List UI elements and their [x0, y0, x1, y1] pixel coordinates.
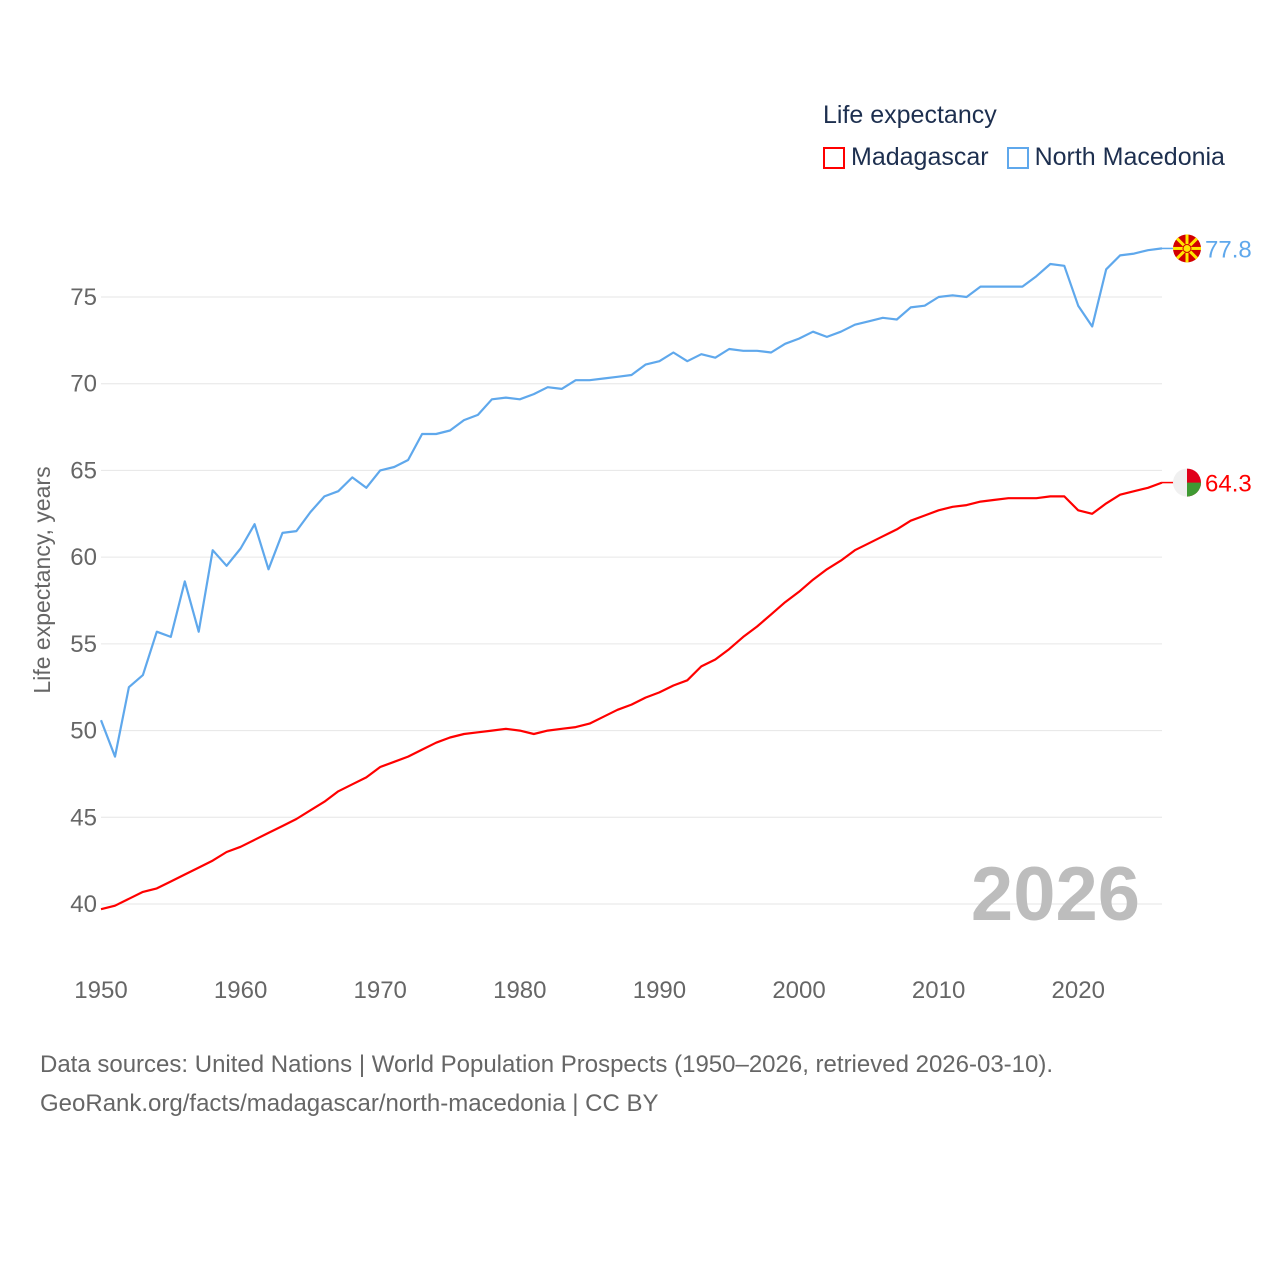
y-tick-label: 40 [70, 891, 97, 918]
x-tick-label: 1960 [214, 977, 267, 1004]
x-tick-label: 1970 [354, 977, 407, 1004]
footer: Data sources: United Nations | World Pop… [40, 1045, 1053, 1123]
y-tick-label: 45 [70, 804, 97, 831]
legend-swatch-north-macedonia [1006, 146, 1029, 169]
y-tick-label: 65 [70, 457, 97, 484]
y-tick-label: 50 [70, 718, 97, 745]
y-tick-label: 60 [70, 544, 97, 571]
legend: Madagascar North Macedonia [823, 143, 1225, 172]
legend-label-north-macedonia[interactable]: North Macedonia [1034, 143, 1225, 171]
x-tick-label: 1950 [74, 977, 127, 1004]
flag-sun [1182, 243, 1192, 253]
x-tick-label: 1990 [633, 977, 686, 1004]
y-tick-label: 55 [70, 631, 97, 658]
legend-title: Life expectancy [823, 101, 997, 129]
y-tick-label: 75 [70, 284, 97, 311]
legend-label-madagascar[interactable]: Madagascar [851, 143, 989, 171]
flag-madagascar-green [1187, 482, 1201, 497]
y-axis-label: Life expectancy, years [29, 466, 55, 693]
series-line-north-macedonia [99, 247, 1163, 758]
series-line-madagascar [100, 481, 1163, 911]
x-tick-label: 1980 [493, 977, 546, 1004]
year-label: 2026 [971, 852, 1140, 937]
attribution-link[interactable]: GeoRank.org/facts/madagascar/north-maced… [40, 1090, 659, 1117]
x-tick-label: 2010 [912, 977, 965, 1004]
data-sources: Data sources: United Nations | World Pop… [40, 1051, 1054, 1078]
x-tick-label: 2020 [1052, 977, 1105, 1004]
flag-madagascar-white [1173, 468, 1187, 497]
end-value-label-madagascar: 64.3 [1205, 471, 1252, 498]
legend-swatch-madagascar [823, 146, 845, 169]
x-tick-label: 2000 [772, 977, 825, 1004]
end-value-label-north-macedonia: 77.8 [1205, 236, 1252, 263]
y-tick-label: 70 [70, 371, 97, 398]
